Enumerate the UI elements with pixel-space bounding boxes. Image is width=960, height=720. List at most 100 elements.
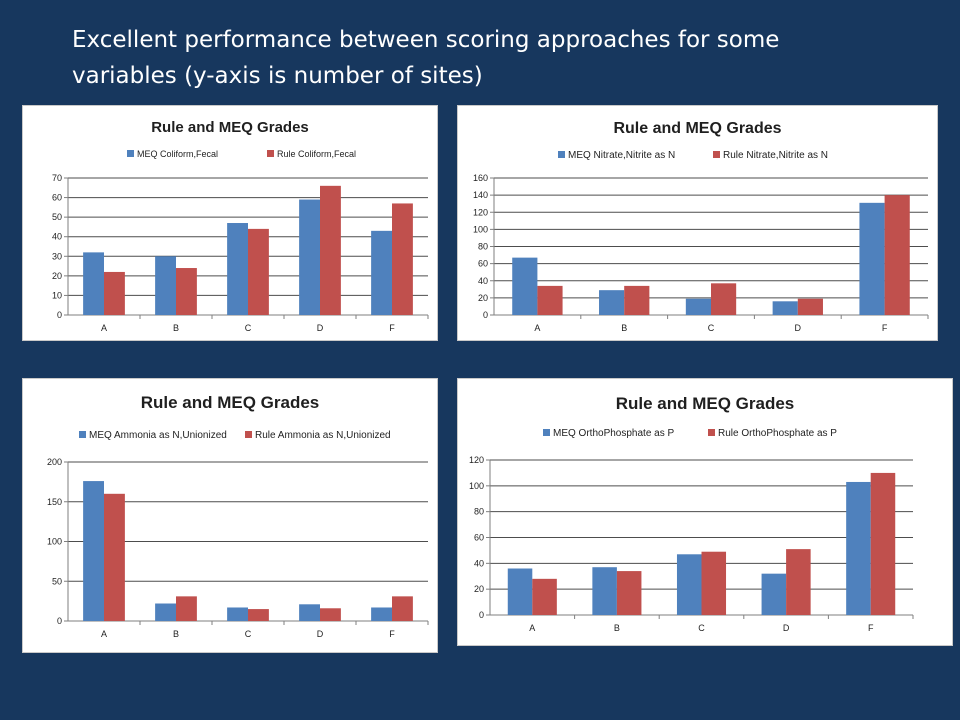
bar-meq-a	[507, 568, 533, 615]
y-tick-label: 30	[52, 251, 62, 261]
y-tick-label: 100	[469, 481, 484, 491]
bar-meq-b	[592, 567, 617, 615]
bar-meq-f	[846, 481, 871, 615]
x-category-label: C	[245, 323, 252, 333]
chart-title: Rule and MEQ Grades	[613, 120, 781, 137]
legend-swatch-2	[713, 151, 720, 158]
legend-label-2: Rule Coliform,Fecal	[277, 149, 356, 159]
y-tick-label: 20	[478, 293, 488, 303]
bar-meq-f	[371, 230, 392, 315]
bar-meq-c	[227, 223, 248, 315]
x-category-label: B	[621, 323, 627, 333]
y-tick-label: 40	[478, 276, 488, 286]
chart-title: Rule and MEQ Grades	[151, 119, 309, 136]
bar-rule-b	[616, 571, 642, 615]
y-tick-label: 120	[473, 207, 488, 217]
y-tick-label: 40	[52, 232, 62, 242]
y-tick-label: 50	[52, 212, 62, 222]
bar-rule-c	[711, 283, 737, 315]
legend-label-1: MEQ Ammonia as N,Unionized	[89, 430, 227, 441]
y-tick-label: 20	[474, 584, 484, 594]
y-tick-label: 150	[47, 497, 62, 507]
bar-rule-f	[884, 195, 910, 315]
bar-rule-d	[320, 608, 341, 621]
bar-meq-d	[299, 199, 320, 315]
bar-meq-d	[761, 573, 787, 615]
x-category-label: A	[101, 629, 107, 639]
chart-panel-nitrate: Rule and MEQ Grades MEQ Nitrate,Nitrite a…	[457, 105, 938, 341]
y-tick-label: 40	[474, 558, 484, 568]
chart-orthophosphate: Rule and MEQ Grades MEQ OrthoPhosphate as…	[469, 394, 914, 633]
bar-rule-b	[176, 268, 197, 315]
bar-meq-f	[371, 607, 392, 621]
bar-meq-b	[155, 603, 176, 621]
legend-label-2: Rule Ammonia as N,Unionized	[255, 430, 391, 441]
bar-rule-c	[248, 609, 269, 621]
x-category-label: B	[173, 323, 179, 333]
x-category-label: A	[101, 323, 107, 333]
bar-rule-f	[392, 203, 413, 315]
legend-swatch-2	[708, 429, 715, 436]
bar-rule-a	[104, 271, 125, 315]
x-category-label: A	[529, 623, 535, 633]
x-category-label: C	[698, 623, 705, 633]
bar-meq-c	[227, 607, 248, 621]
bar-rule-d	[320, 185, 341, 315]
legend-label-1: MEQ OrthoPhosphate as P	[553, 428, 675, 439]
slide-title: Excellent performance between scoring ap…	[72, 22, 892, 94]
chart-panel-coliform: Rule and MEQ Grades MEQ Coliform,Fecal Rul…	[22, 105, 438, 341]
bar-meq-a	[83, 481, 104, 621]
bar-meq-b	[155, 256, 176, 315]
x-category-label: C	[708, 323, 715, 333]
y-tick-label: 10	[52, 290, 62, 300]
x-category-label: B	[614, 623, 620, 633]
x-category-label: B	[173, 629, 179, 639]
y-tick-label: 140	[473, 190, 488, 200]
bar-rule-f	[392, 596, 413, 621]
y-tick-label: 120	[469, 455, 484, 465]
bar-rule-f	[870, 472, 896, 615]
bar-meq-b	[599, 290, 625, 315]
legend-label-2: Rule Nitrate,Nitrite as N	[723, 150, 828, 161]
slide-title-line-1: Excellent performance between scoring ap…	[72, 27, 780, 53]
legend-swatch-2	[245, 431, 252, 438]
bar-rule-d	[797, 298, 823, 315]
bar-rule-a	[104, 493, 125, 621]
bar-rule-a	[532, 578, 557, 615]
y-tick-label: 100	[473, 224, 488, 234]
x-category-label: D	[783, 623, 790, 633]
bar-meq-a	[512, 257, 538, 315]
bar-meq-c	[685, 298, 711, 315]
legend-label-1: MEQ Coliform,Fecal	[137, 149, 218, 159]
y-tick-label: 20	[52, 271, 62, 281]
chart-coliform: Rule and MEQ Grades MEQ Coliform,Fecal Rul…	[52, 119, 429, 333]
y-tick-label: 60	[474, 533, 484, 543]
x-category-label: F	[868, 623, 874, 633]
chart-nitrate: Rule and MEQ Grades MEQ Nitrate,Nitrite a…	[473, 120, 929, 333]
y-tick-label: 160	[473, 173, 488, 183]
y-tick-label: 60	[478, 259, 488, 269]
bar-rule-c	[248, 228, 269, 315]
y-tick-label: 70	[52, 173, 62, 183]
x-category-label: D	[317, 323, 324, 333]
bar-rule-c	[701, 551, 727, 615]
chart-title: Rule and MEQ Grades	[616, 394, 795, 413]
y-tick-label: 0	[483, 310, 488, 320]
bar-rule-a	[537, 285, 563, 315]
bar-meq-d	[772, 301, 798, 315]
y-tick-label: 50	[52, 576, 62, 586]
chart-panel-orthophosphate: Rule and MEQ Grades MEQ OrthoPhosphate as…	[457, 378, 953, 646]
x-category-label: C	[245, 629, 252, 639]
y-tick-label: 0	[57, 616, 62, 626]
bar-rule-b	[176, 596, 197, 621]
bar-meq-d	[299, 604, 320, 621]
legend-swatch-1	[127, 150, 134, 157]
legend-swatch-1	[79, 431, 86, 438]
chart-panel-ammonia: Rule and MEQ Grades MEQ Ammonia as N,Unio…	[22, 378, 438, 653]
y-tick-label: 100	[47, 537, 62, 547]
y-tick-label: 80	[478, 242, 488, 252]
bar-meq-a	[83, 252, 104, 315]
y-tick-label: 0	[479, 610, 484, 620]
bar-meq-c	[676, 554, 702, 615]
chart-ammonia: Rule and MEQ Grades MEQ Ammonia as N,Unio…	[47, 393, 429, 639]
